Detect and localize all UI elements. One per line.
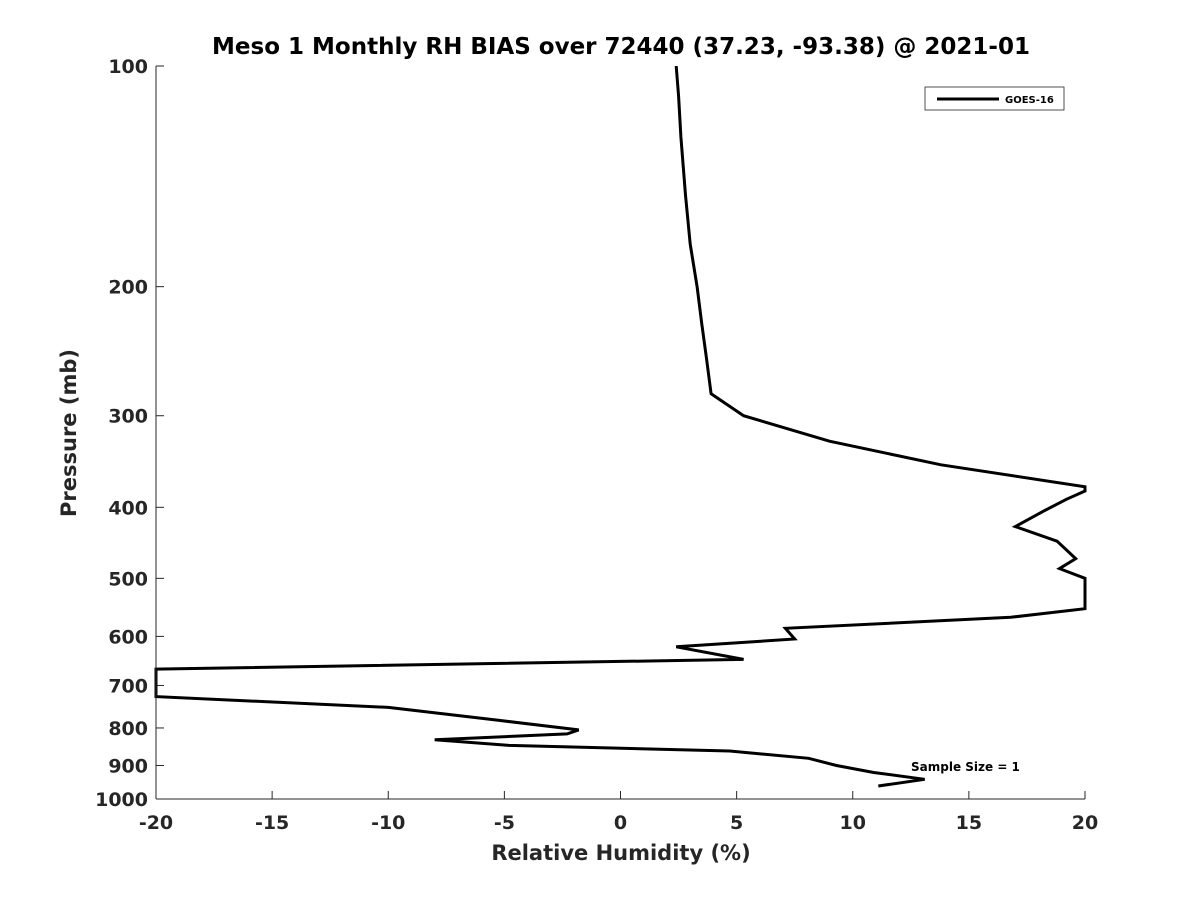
y-tick-label: 900 (108, 755, 148, 777)
y-tick-label: 1000 (95, 789, 148, 811)
y-axis-label: Pressure (mb) (57, 349, 81, 517)
y-axis-ticks: 100 200 300 400 500 600 700 800 900 1000 (95, 56, 164, 811)
legend: GOES-16 (924, 86, 1065, 111)
x-axis-label: Relative Humidity (%) (491, 841, 750, 865)
x-tick-label: 15 (956, 812, 982, 834)
series-layer (154, 66, 1087, 788)
x-tick-label: 0 (614, 812, 627, 834)
x-tick-label: -5 (494, 812, 515, 834)
y-tick-label: 400 (108, 497, 148, 519)
x-tick-label: 5 (730, 812, 743, 834)
x-tick-label: -20 (139, 812, 173, 834)
x-tick-label: -10 (371, 812, 405, 834)
x-tick-label: 10 (840, 812, 866, 834)
y-tick-label: 500 (108, 568, 148, 590)
plot-area (156, 66, 1085, 799)
y-tick-label: 600 (108, 626, 148, 648)
x-tick-label: 20 (1072, 812, 1098, 834)
y-tick-label: 300 (108, 406, 148, 428)
y-tick-label: 700 (108, 675, 148, 697)
plot-background (156, 66, 1085, 799)
x-axis-ticks: -20 -15 -10 -5 0 5 10 15 20 (139, 791, 1098, 834)
y-tick-label: 800 (108, 718, 148, 740)
y-tick-label: 200 (108, 277, 148, 299)
sample-size-annotation: Sample Size = 1 (911, 760, 1020, 774)
y-tick-label: 100 (108, 56, 148, 78)
chart-title: Meso 1 Monthly RH BIAS over 72440 (37.23… (212, 34, 1030, 60)
legend-label: GOES-16 (1005, 95, 1054, 106)
x-tick-label: -15 (255, 812, 289, 834)
series-line-goes-16 (154, 66, 1087, 788)
